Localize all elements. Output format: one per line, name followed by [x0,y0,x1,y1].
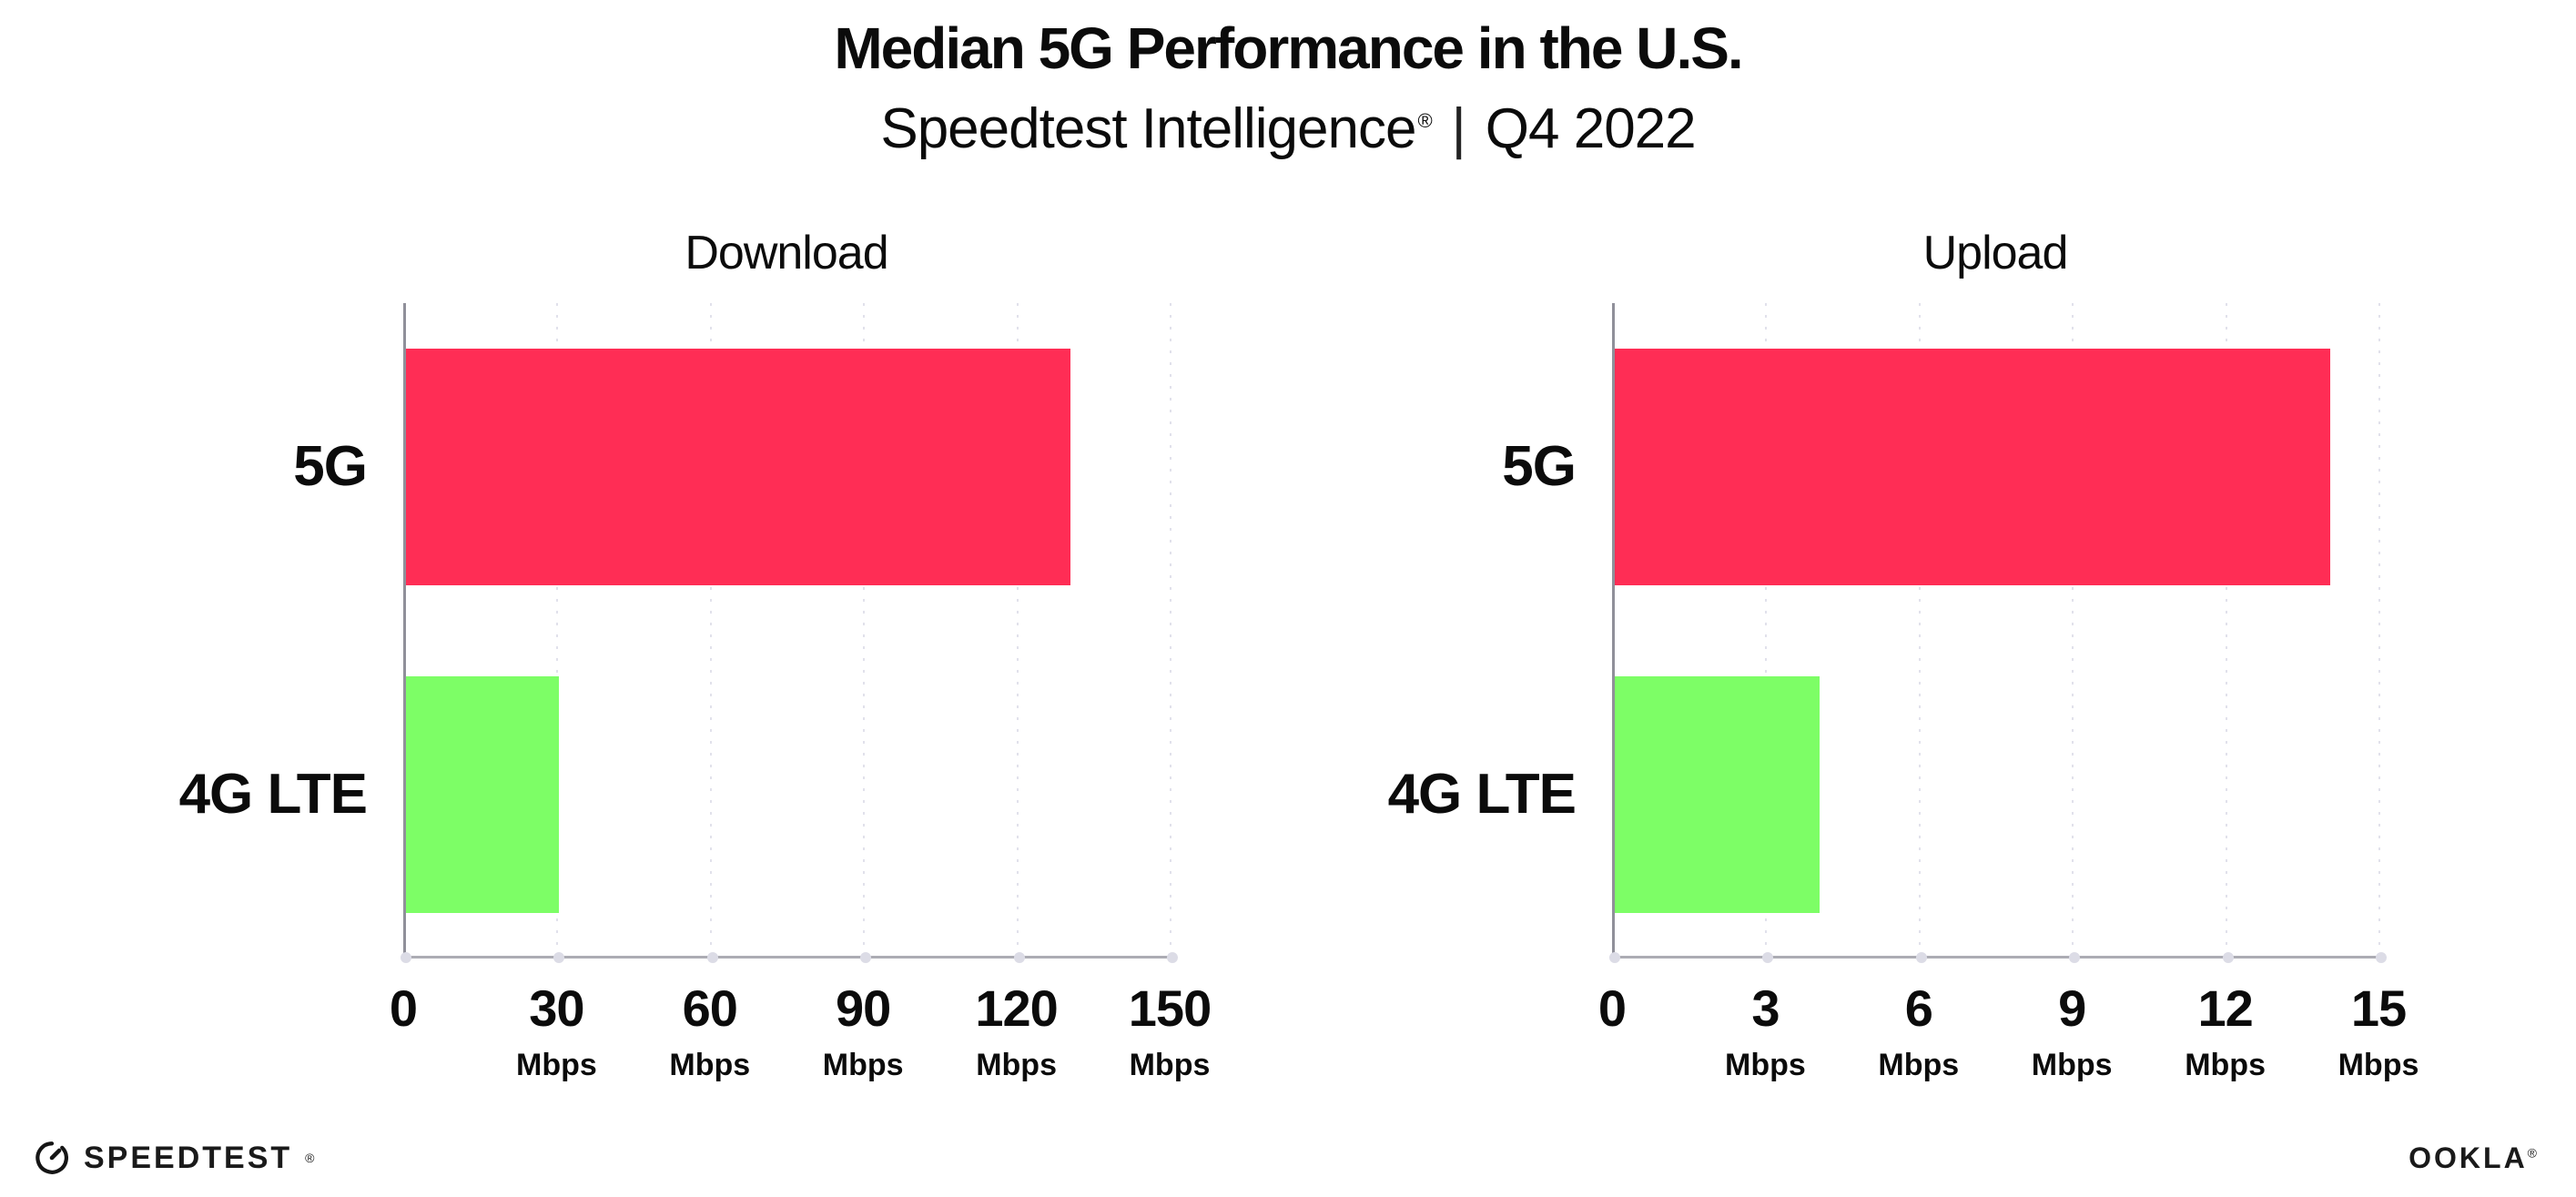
x-tick-number: 15 [2350,979,2407,1037]
x-tick-label: 0 [389,979,418,1037]
category-label-5g: 5G [293,435,368,498]
x-tick-label: 120 Mbps [975,979,1058,1082]
x-tick-label: 0 [1597,979,1627,1037]
gridline [2378,303,2380,956]
subtitle-separator: | [1451,97,1466,160]
x-tick-unit: Mbps [669,1048,751,1082]
bar-5g [1615,349,2330,585]
x-tick-unit: Mbps [2031,1048,2113,1082]
ookla-trademark-mark: ® [2527,1145,2540,1161]
gridline [1016,303,1019,956]
axis-tick-dot [2069,952,2081,963]
x-tick-unit: Mbps [2338,1048,2419,1082]
x-tick-number: 12 [2197,979,2253,1037]
category-label-5g: 5G [1502,435,1577,498]
axis-tick-dot [1013,952,1025,963]
ookla-logo: OOKLA® [2409,1141,2540,1175]
axis-tick-dot [1762,952,1774,963]
axis-tick-dot [1167,952,1178,963]
x-tick-unit: Mbps [1878,1048,1960,1082]
axis-tick-dot [401,952,411,963]
gridline [2225,303,2227,956]
axis-tick-dot [1915,952,1927,963]
x-tick-unit: Mbps [976,1048,1057,1082]
page-title: Median 5G Performance in the U.S. [834,15,1743,81]
category-label-4g-lte: 4G LTE [178,763,368,826]
subtitle-period: Q4 2022 [1485,97,1697,160]
x-tick-number: 90 [836,979,891,1037]
x-tick-label: 150 Mbps [1128,979,1212,1082]
x-tick-label: 15 Mbps [2338,979,2419,1082]
subtitle-brand: Speedtest Intelligence [880,97,1416,160]
x-tick-number: 6 [1904,979,1933,1037]
axis-tick-dot [2222,952,2234,963]
speedtest-wordmark: SPEEDTEST [84,1140,293,1175]
axis-tick-dot [2376,952,2387,963]
gridline [556,303,559,956]
gridline [709,303,712,956]
x-tick-unit: Mbps [1725,1048,1806,1082]
category-label-4g-lte: 4G LTE [1387,763,1577,826]
plot-title-upload: Upload [1922,227,2069,279]
x-tick-unit: Mbps [516,1048,597,1082]
x-tick-unit: Mbps [822,1048,904,1082]
speedtest-logo: SPEEDTEST ® [33,1139,315,1177]
x-tick-number: 0 [389,979,418,1037]
x-tick-number: 30 [529,979,584,1037]
gridline [1765,303,1768,956]
x-tick-label: 12 Mbps [2185,979,2266,1082]
bar-4g-lte [1615,676,1820,913]
registered-trademark-mark: ® [1417,109,1432,133]
x-tick-label: 60 Mbps [669,979,751,1082]
x-tick-label: 3 Mbps [1725,979,1806,1082]
plot-area-upload [1609,303,2387,963]
x-tick-number: 150 [1128,979,1212,1037]
x-tick-label: 90 Mbps [822,979,904,1082]
ookla-wordmark: OOKLA [2409,1141,2528,1174]
page-subtitle: Speedtest Intelligence® | Q4 2022 [0,96,2576,161]
speedtest-gauge-icon [33,1139,71,1177]
x-tick-label: 6 Mbps [1878,979,1960,1082]
gridline [1918,303,1921,956]
axis-tick-dot [1609,952,1620,963]
x-tick-number: 120 [975,979,1058,1037]
x-tick-number: 3 [1751,979,1780,1037]
x-tick-label: 9 Mbps [2031,979,2113,1082]
x-tick-number: 9 [2058,979,2086,1037]
x-tick-number: 0 [1597,979,1627,1037]
bar-4g-lte [406,676,560,913]
x-tick-unit: Mbps [2185,1048,2266,1082]
gridline [2072,303,2074,956]
speedtest-trademark-mark: ® [305,1151,315,1165]
plot-title-download: Download [685,227,888,279]
x-tick-unit: Mbps [1129,1048,1211,1082]
x-tick-number: 60 [682,979,738,1037]
gridline [863,303,866,956]
axis-tick-dot [860,952,872,963]
plot-area-download [401,303,1178,963]
axis-tick-dot [706,952,718,963]
bar-5g [406,349,1070,585]
x-tick-label: 30 Mbps [516,979,597,1082]
axis-tick-dot [553,952,565,963]
gridline [1170,303,1171,956]
